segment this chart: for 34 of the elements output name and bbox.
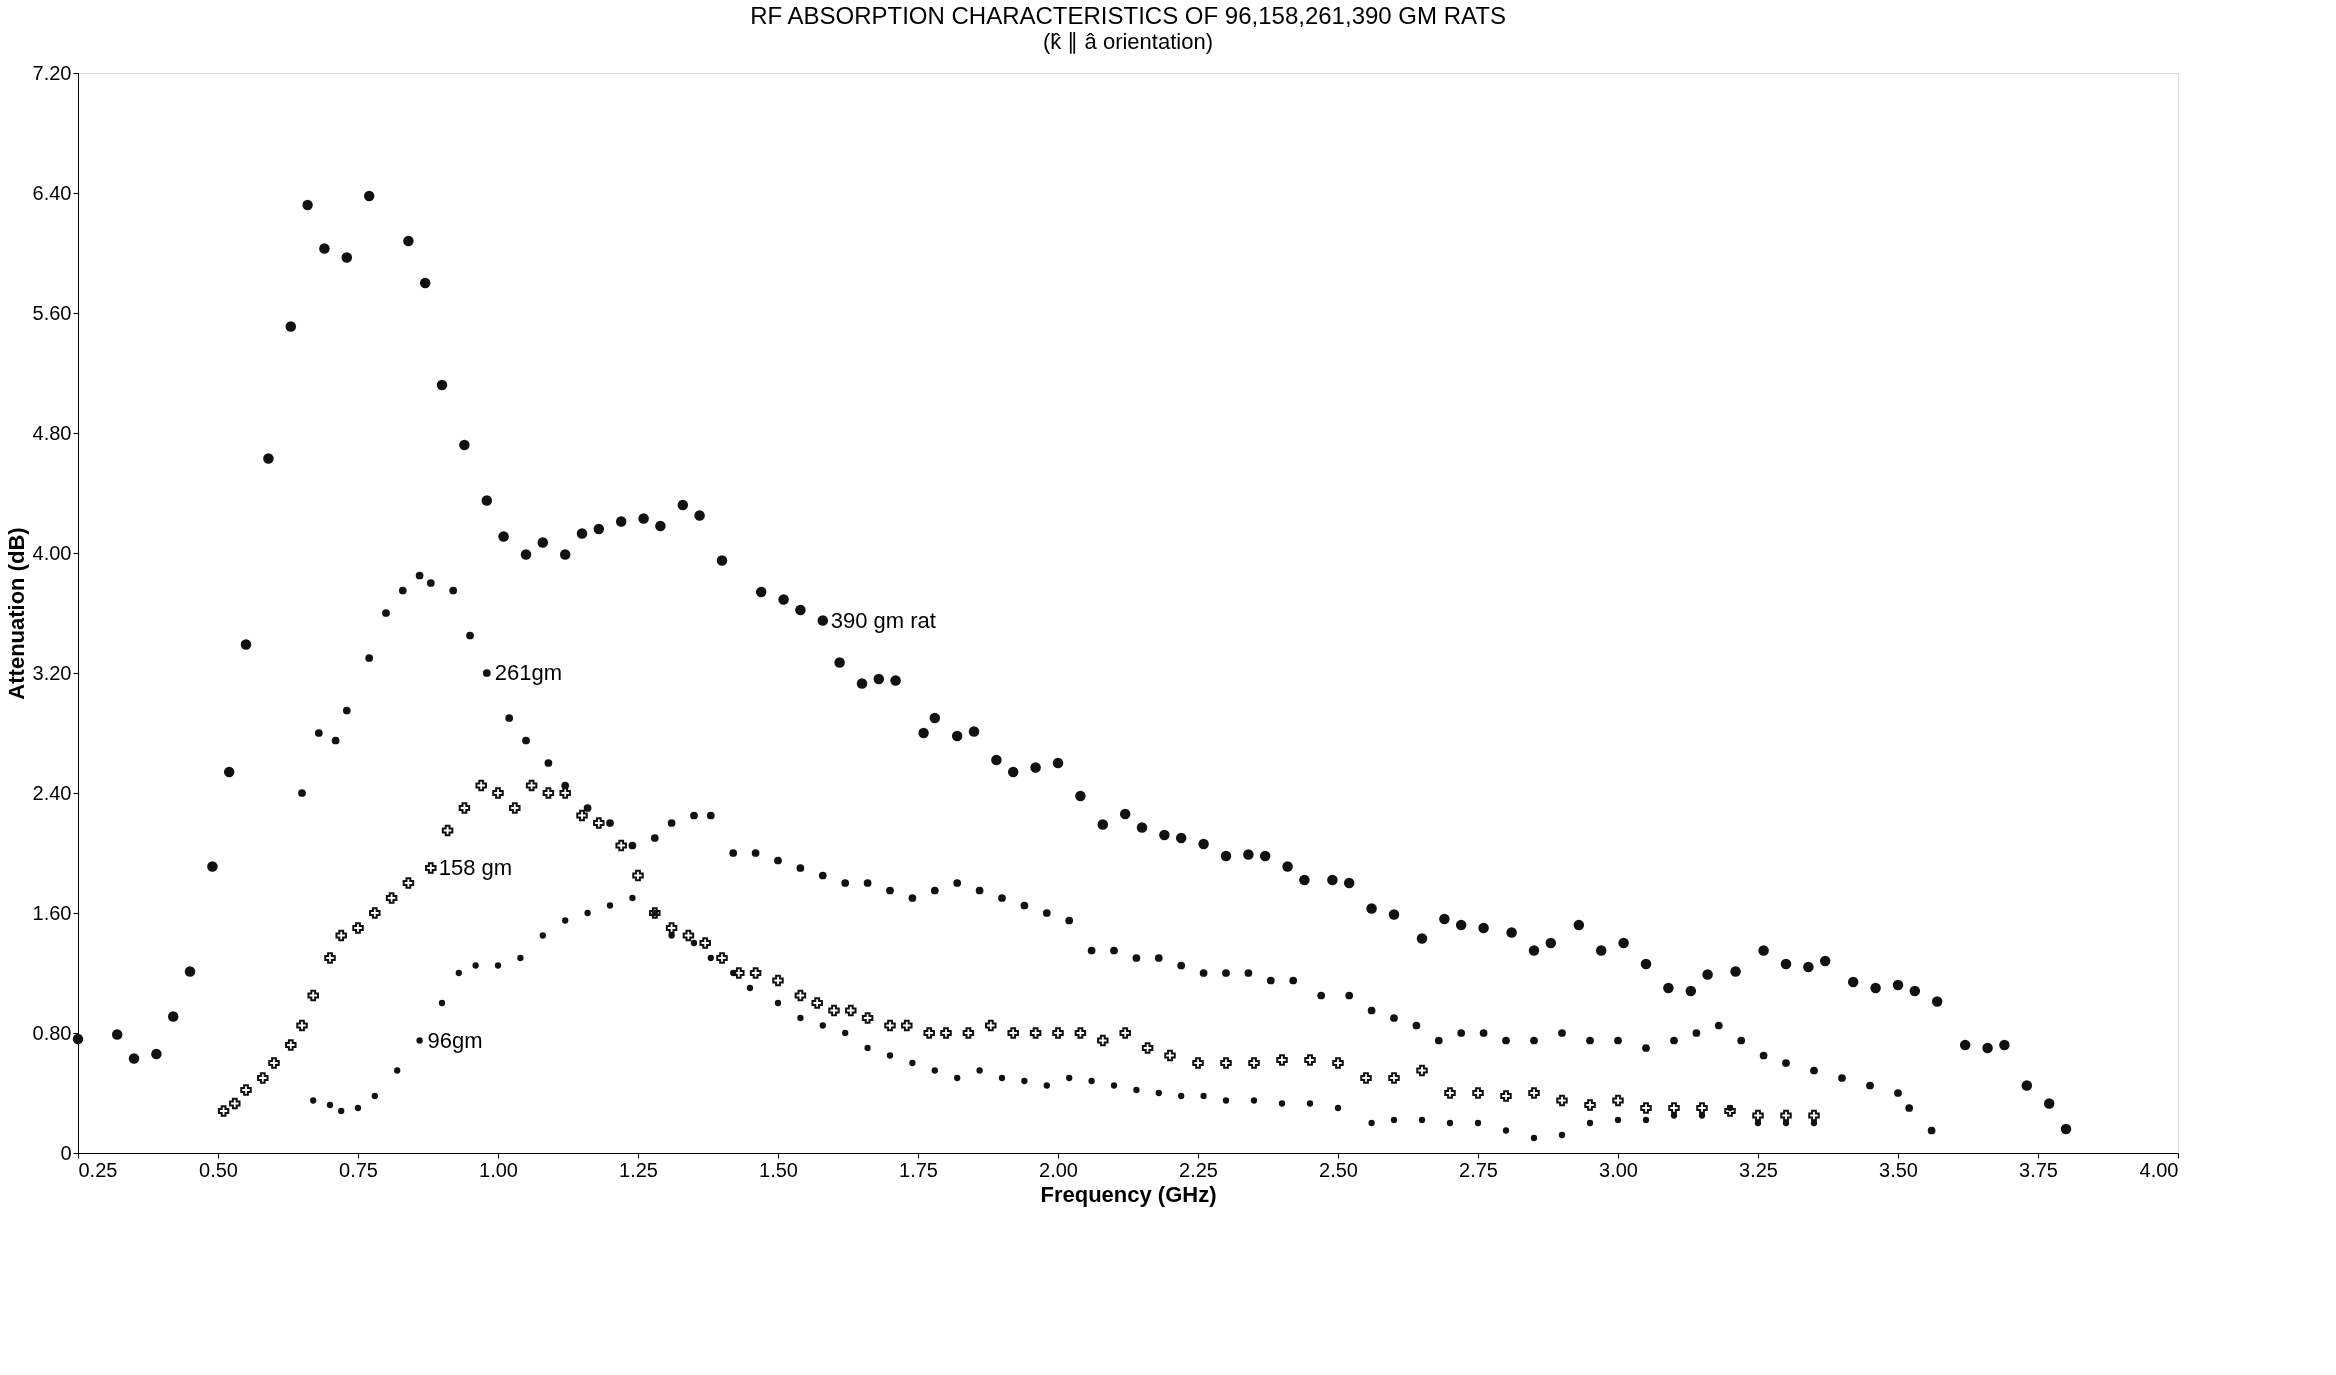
y-tick-label: 3.20 — [32, 661, 72, 684]
y-axis-title: Attenuation (dB) — [3, 527, 29, 700]
chart-subtitle: (k̂ ∥ â orientation) — [1043, 29, 1213, 54]
x-tick-label: 1.50 — [759, 1158, 798, 1181]
x-tick-label: 1.25 — [619, 1158, 658, 1181]
chart-title: RF ABSORPTION CHARACTERISTICS OF 96,158,261,390 GM RATS — [750, 2, 1506, 29]
annotation: 390 gm rat — [830, 607, 936, 633]
x-tick-label: 0.75 — [339, 1158, 378, 1181]
y-tick-label: 0 — [60, 1141, 72, 1164]
x-tick-label: 0.50 — [199, 1158, 238, 1181]
annotation: 261gm — [494, 660, 563, 685]
x-tick-label: 3.25 — [1739, 1158, 1778, 1181]
x-tick-label: 2.00 — [1039, 1158, 1078, 1181]
x-axis-title: Frequency (GHz) — [1040, 1181, 1217, 1207]
y-tick-label: 4.00 — [32, 541, 72, 564]
y-tick-label: 2.40 — [32, 781, 72, 804]
x-tick-label: 1.75 — [899, 1158, 938, 1181]
y-tick-label: 6.40 — [32, 181, 72, 204]
x-tick-label: 3.00 — [1599, 1158, 1638, 1181]
annotation: 158 gm — [438, 855, 513, 880]
y-tick-label: 4.80 — [32, 421, 72, 444]
y-tick-label: 1.60 — [32, 901, 72, 924]
x-tick-label: 1.00 — [479, 1158, 518, 1181]
x-tick-label: 4.00 — [2139, 1158, 2179, 1181]
x-tick-label: 3.75 — [2019, 1158, 2058, 1181]
y-tick-label: 5.60 — [32, 301, 72, 324]
x-tick-label: 0.25 — [78, 1158, 118, 1181]
x-tick-label: 2.50 — [1319, 1158, 1358, 1181]
y-tick-label: 0.80 — [32, 1021, 72, 1044]
x-tick-label: 2.25 — [1179, 1158, 1218, 1181]
x-tick-label: 2.75 — [1459, 1158, 1498, 1181]
x-tick-label: 3.50 — [1879, 1158, 1918, 1181]
y-tick-label: 7.20 — [32, 61, 72, 84]
annotation: 96gm — [427, 1027, 483, 1053]
